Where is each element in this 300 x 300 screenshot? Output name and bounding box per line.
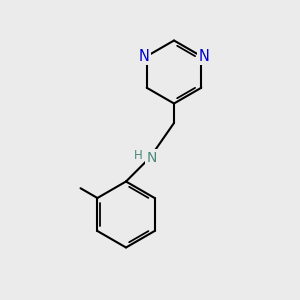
Text: N: N xyxy=(146,151,157,164)
Text: N: N xyxy=(198,49,209,64)
Text: H: H xyxy=(134,149,143,162)
Text: N: N xyxy=(139,49,150,64)
